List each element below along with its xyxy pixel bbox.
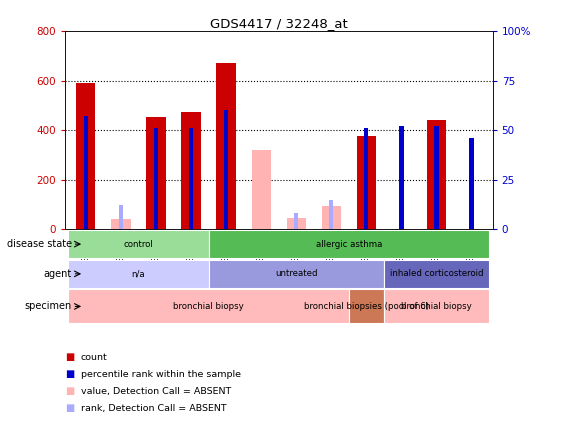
Bar xyxy=(216,63,236,229)
Bar xyxy=(435,126,439,229)
Bar xyxy=(287,218,306,229)
Text: ■: ■ xyxy=(65,369,74,379)
Bar xyxy=(208,260,384,288)
Bar xyxy=(76,83,96,229)
Bar xyxy=(470,138,473,229)
Bar xyxy=(111,219,131,229)
Text: disease state: disease state xyxy=(7,239,72,249)
Text: specimen: specimen xyxy=(25,301,72,311)
Bar xyxy=(321,206,341,229)
Title: GDS4417 / 32248_at: GDS4417 / 32248_at xyxy=(210,17,347,30)
Bar xyxy=(252,150,271,229)
Text: control: control xyxy=(123,240,153,249)
Text: n/a: n/a xyxy=(132,270,145,278)
Text: ■: ■ xyxy=(65,353,74,362)
Text: bronchial biopsy: bronchial biopsy xyxy=(401,302,472,311)
Text: bronchial biopsies (pool of 6): bronchial biopsies (pool of 6) xyxy=(304,302,429,311)
Text: percentile rank within the sample: percentile rank within the sample xyxy=(81,370,240,379)
Bar xyxy=(119,206,123,229)
Text: inhaled corticosteroid: inhaled corticosteroid xyxy=(390,270,483,278)
Bar xyxy=(181,111,200,229)
Text: untreated: untreated xyxy=(275,270,318,278)
Bar xyxy=(84,116,88,229)
Bar xyxy=(294,214,298,229)
Bar xyxy=(224,111,228,229)
Bar xyxy=(329,199,333,229)
Text: ■: ■ xyxy=(65,403,74,413)
Bar xyxy=(208,230,489,258)
Bar xyxy=(364,128,368,229)
Bar xyxy=(154,128,158,229)
Bar xyxy=(349,289,384,323)
Bar xyxy=(384,289,489,323)
Bar xyxy=(146,117,166,229)
Text: rank, Detection Call = ABSENT: rank, Detection Call = ABSENT xyxy=(81,404,226,412)
Bar xyxy=(189,128,193,229)
Bar xyxy=(68,260,208,288)
Bar xyxy=(357,136,376,229)
Bar xyxy=(384,260,489,288)
Text: agent: agent xyxy=(43,269,72,279)
Text: bronchial biopsy: bronchial biopsy xyxy=(173,302,244,311)
Bar xyxy=(68,289,349,323)
Text: count: count xyxy=(81,353,108,362)
Text: value, Detection Call = ABSENT: value, Detection Call = ABSENT xyxy=(81,387,231,396)
Bar xyxy=(399,126,404,229)
Bar xyxy=(427,120,446,229)
Bar xyxy=(68,230,208,258)
Text: allergic asthma: allergic asthma xyxy=(316,240,382,249)
Text: ■: ■ xyxy=(65,386,74,396)
